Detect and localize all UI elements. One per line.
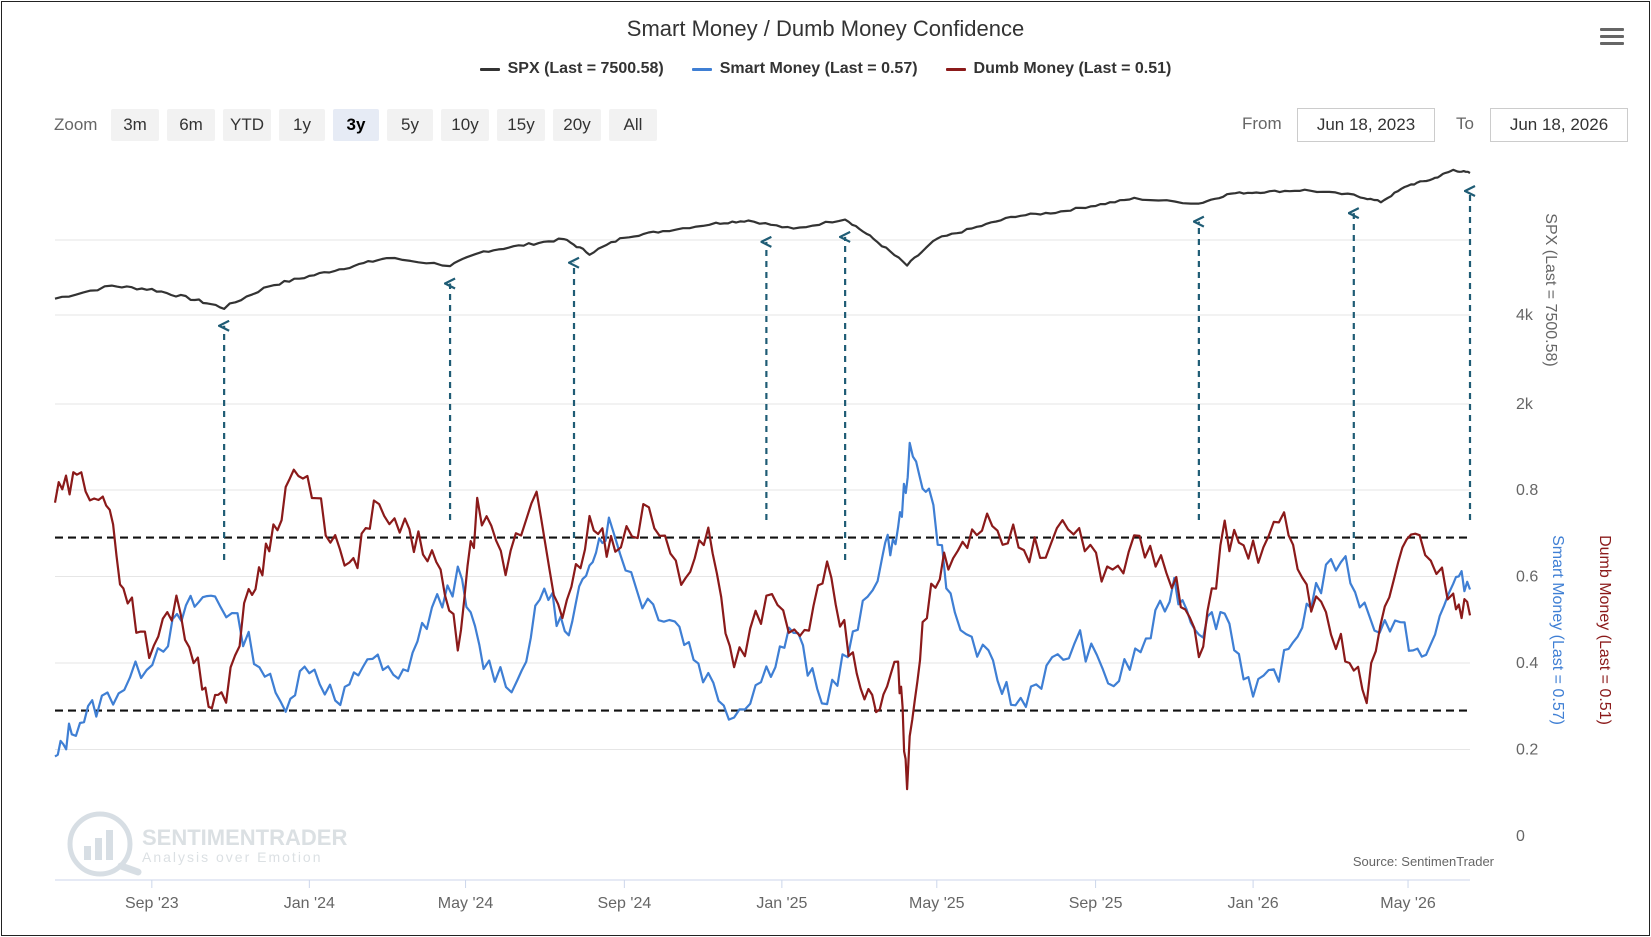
zoom-button-all[interactable]: All (609, 109, 657, 141)
x-tick-label-7: Jan '26 (1228, 895, 1279, 912)
legend: SPX (Last = 7500.58) Smart Money (Last =… (0, 60, 1651, 78)
series-line-smart-money (54, 441, 1472, 758)
spx-tick-label-0: 2k (1516, 396, 1534, 413)
legend-label-spx: SPX (Last = 7500.58) (507, 60, 664, 77)
legend-item-dumb-money[interactable]: Dumb Money (Last = 0.51) (945, 60, 1172, 78)
series-lines (53, 168, 1472, 791)
legend-label-dumb-money: Dumb Money (Last = 0.51) (973, 60, 1172, 77)
confidence-tick-label-0: 0 (1516, 828, 1525, 845)
hamburger-menu-icon[interactable] (1598, 26, 1626, 48)
legend-swatch-spx (479, 67, 500, 71)
range-to-label: To (1456, 114, 1474, 133)
zoom-button-1y[interactable]: 1y (279, 109, 325, 141)
x-tick-label-1: Jan '24 (284, 895, 335, 912)
legend-item-smart-money[interactable]: Smart Money (Last = 0.57) (691, 60, 918, 78)
confidence-tick-label-3: 0.6 (1516, 569, 1538, 586)
zoom-button-10y[interactable]: 10y (441, 109, 489, 141)
legend-item-spx[interactable]: SPX (Last = 7500.58) (479, 60, 664, 78)
x-tick-label-2: May '24 (438, 895, 494, 912)
x-tick-label-8: May '26 (1380, 895, 1436, 912)
reference-lines (55, 536, 1470, 712)
range-from-input[interactable]: Jun 18, 2023 (1297, 108, 1435, 142)
x-tick-label-6: Sep '25 (1069, 895, 1123, 912)
watermark-brand: SENTIMENTRADER (142, 825, 347, 850)
zoom-button-3m[interactable]: 3m (111, 109, 159, 141)
smart-money-axis-title: Smart Money (Last = 0.57) (1549, 535, 1566, 725)
zoom-button-6m[interactable]: 6m (167, 109, 215, 141)
range-from-label: From (1242, 114, 1282, 133)
confidence-tick-label-4: 0.8 (1516, 482, 1538, 499)
zoom-button-3y[interactable]: 3y (333, 109, 379, 141)
x-tick-label-3: Sep '24 (597, 895, 651, 912)
series-line-spx (54, 168, 1471, 310)
zoom-label: Zoom (54, 115, 98, 134)
spx-tick-label-1: 4k (1516, 307, 1534, 324)
legend-label-smart-money: Smart Money (Last = 0.57) (719, 60, 918, 77)
chart-title: Smart Money / Dumb Money Confidence (626, 16, 1025, 41)
series-line-dumb-money (53, 468, 1472, 791)
legend-swatch-dumb-money (945, 67, 966, 71)
x-tick-label-5: May '25 (909, 895, 965, 912)
grid-lines (55, 239, 1470, 750)
confidence-tick-label-1: 0.2 (1516, 742, 1538, 759)
dumb-money-axis-title: Dumb Money (Last = 0.51) (1596, 535, 1613, 725)
zoom-button-5y[interactable]: 5y (387, 109, 433, 141)
x-tick-label-0: Sep '23 (125, 895, 179, 912)
spx-axis-title: SPX (Last = 7500.58) (1542, 213, 1559, 366)
confidence-tick-label-2: 0.4 (1516, 655, 1538, 672)
watermark-tagline: Analysis over Emotion (142, 849, 323, 865)
watermark-logo-icon (67, 811, 142, 877)
axes: Sep '23 Jan '24 May '24 Sep '24 Jan '25 May '… (55, 213, 1613, 912)
legend-swatch-smart-money (691, 67, 712, 71)
watermark: SENTIMENTRADER Analysis over Emotion (67, 811, 347, 877)
annotation-arrows (224, 191, 1470, 560)
zoom-button-20y[interactable]: 20y (553, 109, 601, 141)
zoom-button-ytd[interactable]: YTD (223, 109, 271, 141)
zoom-button-15y[interactable]: 15y (497, 109, 545, 141)
x-tick-label-4: Jan '25 (756, 895, 807, 912)
range-to-input[interactable]: Jun 18, 2026 (1490, 108, 1628, 142)
source-credit: Source: SentimenTrader (1353, 854, 1495, 869)
